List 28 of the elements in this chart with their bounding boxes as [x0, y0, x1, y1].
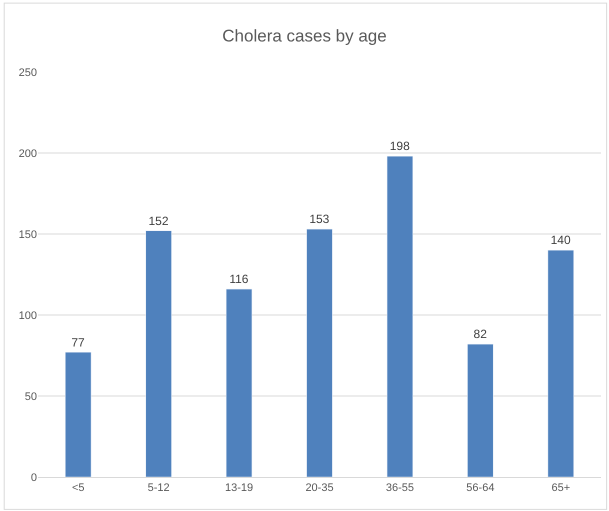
bar	[548, 250, 574, 477]
data-label: 153	[309, 212, 330, 226]
y-tick-label: 100	[18, 310, 37, 322]
bar	[226, 288, 252, 477]
chart-title: Cholera cases by age	[222, 26, 387, 46]
x-tick-label: 20-35	[305, 482, 334, 494]
y-tick-label: 250	[18, 66, 37, 79]
data-label: 140	[550, 233, 571, 248]
x-tick-label: 36-55	[386, 482, 414, 494]
data-label: 116	[229, 272, 249, 286]
x-tick-label: 5-12	[148, 482, 170, 494]
data-label: 77	[71, 335, 86, 350]
bar	[386, 156, 414, 477]
bar	[146, 230, 172, 477]
x-tick-label: 13-19	[225, 482, 254, 494]
bar	[306, 228, 333, 477]
y-tick-label: 50	[24, 390, 37, 403]
bar	[467, 344, 494, 477]
x-tick-label: 65+	[551, 482, 570, 494]
x-tick-label: 56-64	[466, 482, 494, 494]
data-label: 152	[148, 214, 169, 228]
y-tick-label: 150	[18, 228, 37, 241]
data-label: 82	[474, 327, 488, 342]
data-label: 198	[390, 139, 410, 154]
x-tick-label: <5	[72, 482, 84, 494]
y-tick-label: 0	[30, 472, 37, 484]
y-tick-label: 200	[18, 148, 37, 160]
bar	[65, 352, 92, 477]
